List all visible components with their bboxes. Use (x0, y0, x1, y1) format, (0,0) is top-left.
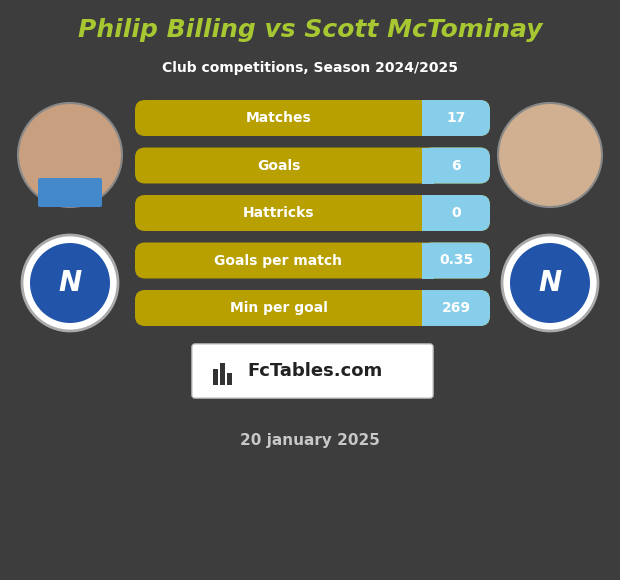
Text: 6: 6 (451, 158, 461, 172)
FancyBboxPatch shape (135, 242, 490, 278)
Circle shape (30, 243, 110, 323)
Circle shape (502, 235, 598, 331)
FancyBboxPatch shape (135, 290, 490, 326)
Bar (422, 147, 434, 183)
Bar (220, 363, 225, 385)
Bar (422, 195, 434, 231)
Text: 269: 269 (441, 301, 471, 315)
Bar (213, 369, 218, 385)
FancyBboxPatch shape (192, 344, 433, 398)
Circle shape (510, 243, 590, 323)
Circle shape (22, 235, 118, 331)
Bar (227, 373, 232, 385)
Bar (422, 242, 434, 278)
Text: 20 january 2025: 20 january 2025 (240, 433, 380, 448)
Text: 0: 0 (451, 206, 461, 220)
Text: 0.35: 0.35 (439, 253, 473, 267)
Text: Hattricks: Hattricks (243, 206, 314, 220)
FancyBboxPatch shape (135, 195, 490, 231)
FancyBboxPatch shape (135, 100, 490, 136)
Text: Goals: Goals (257, 158, 300, 172)
Circle shape (498, 103, 602, 207)
FancyBboxPatch shape (422, 195, 490, 231)
Bar (422, 100, 434, 136)
Text: FcTables.com: FcTables.com (247, 362, 383, 380)
Text: N: N (58, 269, 82, 297)
FancyBboxPatch shape (38, 178, 102, 207)
FancyBboxPatch shape (422, 147, 490, 183)
FancyBboxPatch shape (422, 290, 490, 326)
Text: Matches: Matches (246, 111, 311, 125)
FancyBboxPatch shape (422, 242, 490, 278)
Circle shape (18, 103, 122, 207)
Text: 17: 17 (446, 111, 466, 125)
FancyBboxPatch shape (422, 100, 490, 136)
FancyBboxPatch shape (135, 147, 490, 183)
Bar (422, 290, 434, 326)
Text: Club competitions, Season 2024/2025: Club competitions, Season 2024/2025 (162, 61, 458, 75)
Text: Goals per match: Goals per match (215, 253, 342, 267)
Text: Philip Billing vs Scott McTominay: Philip Billing vs Scott McTominay (78, 18, 542, 42)
Text: Min per goal: Min per goal (229, 301, 327, 315)
Text: N: N (538, 269, 562, 297)
